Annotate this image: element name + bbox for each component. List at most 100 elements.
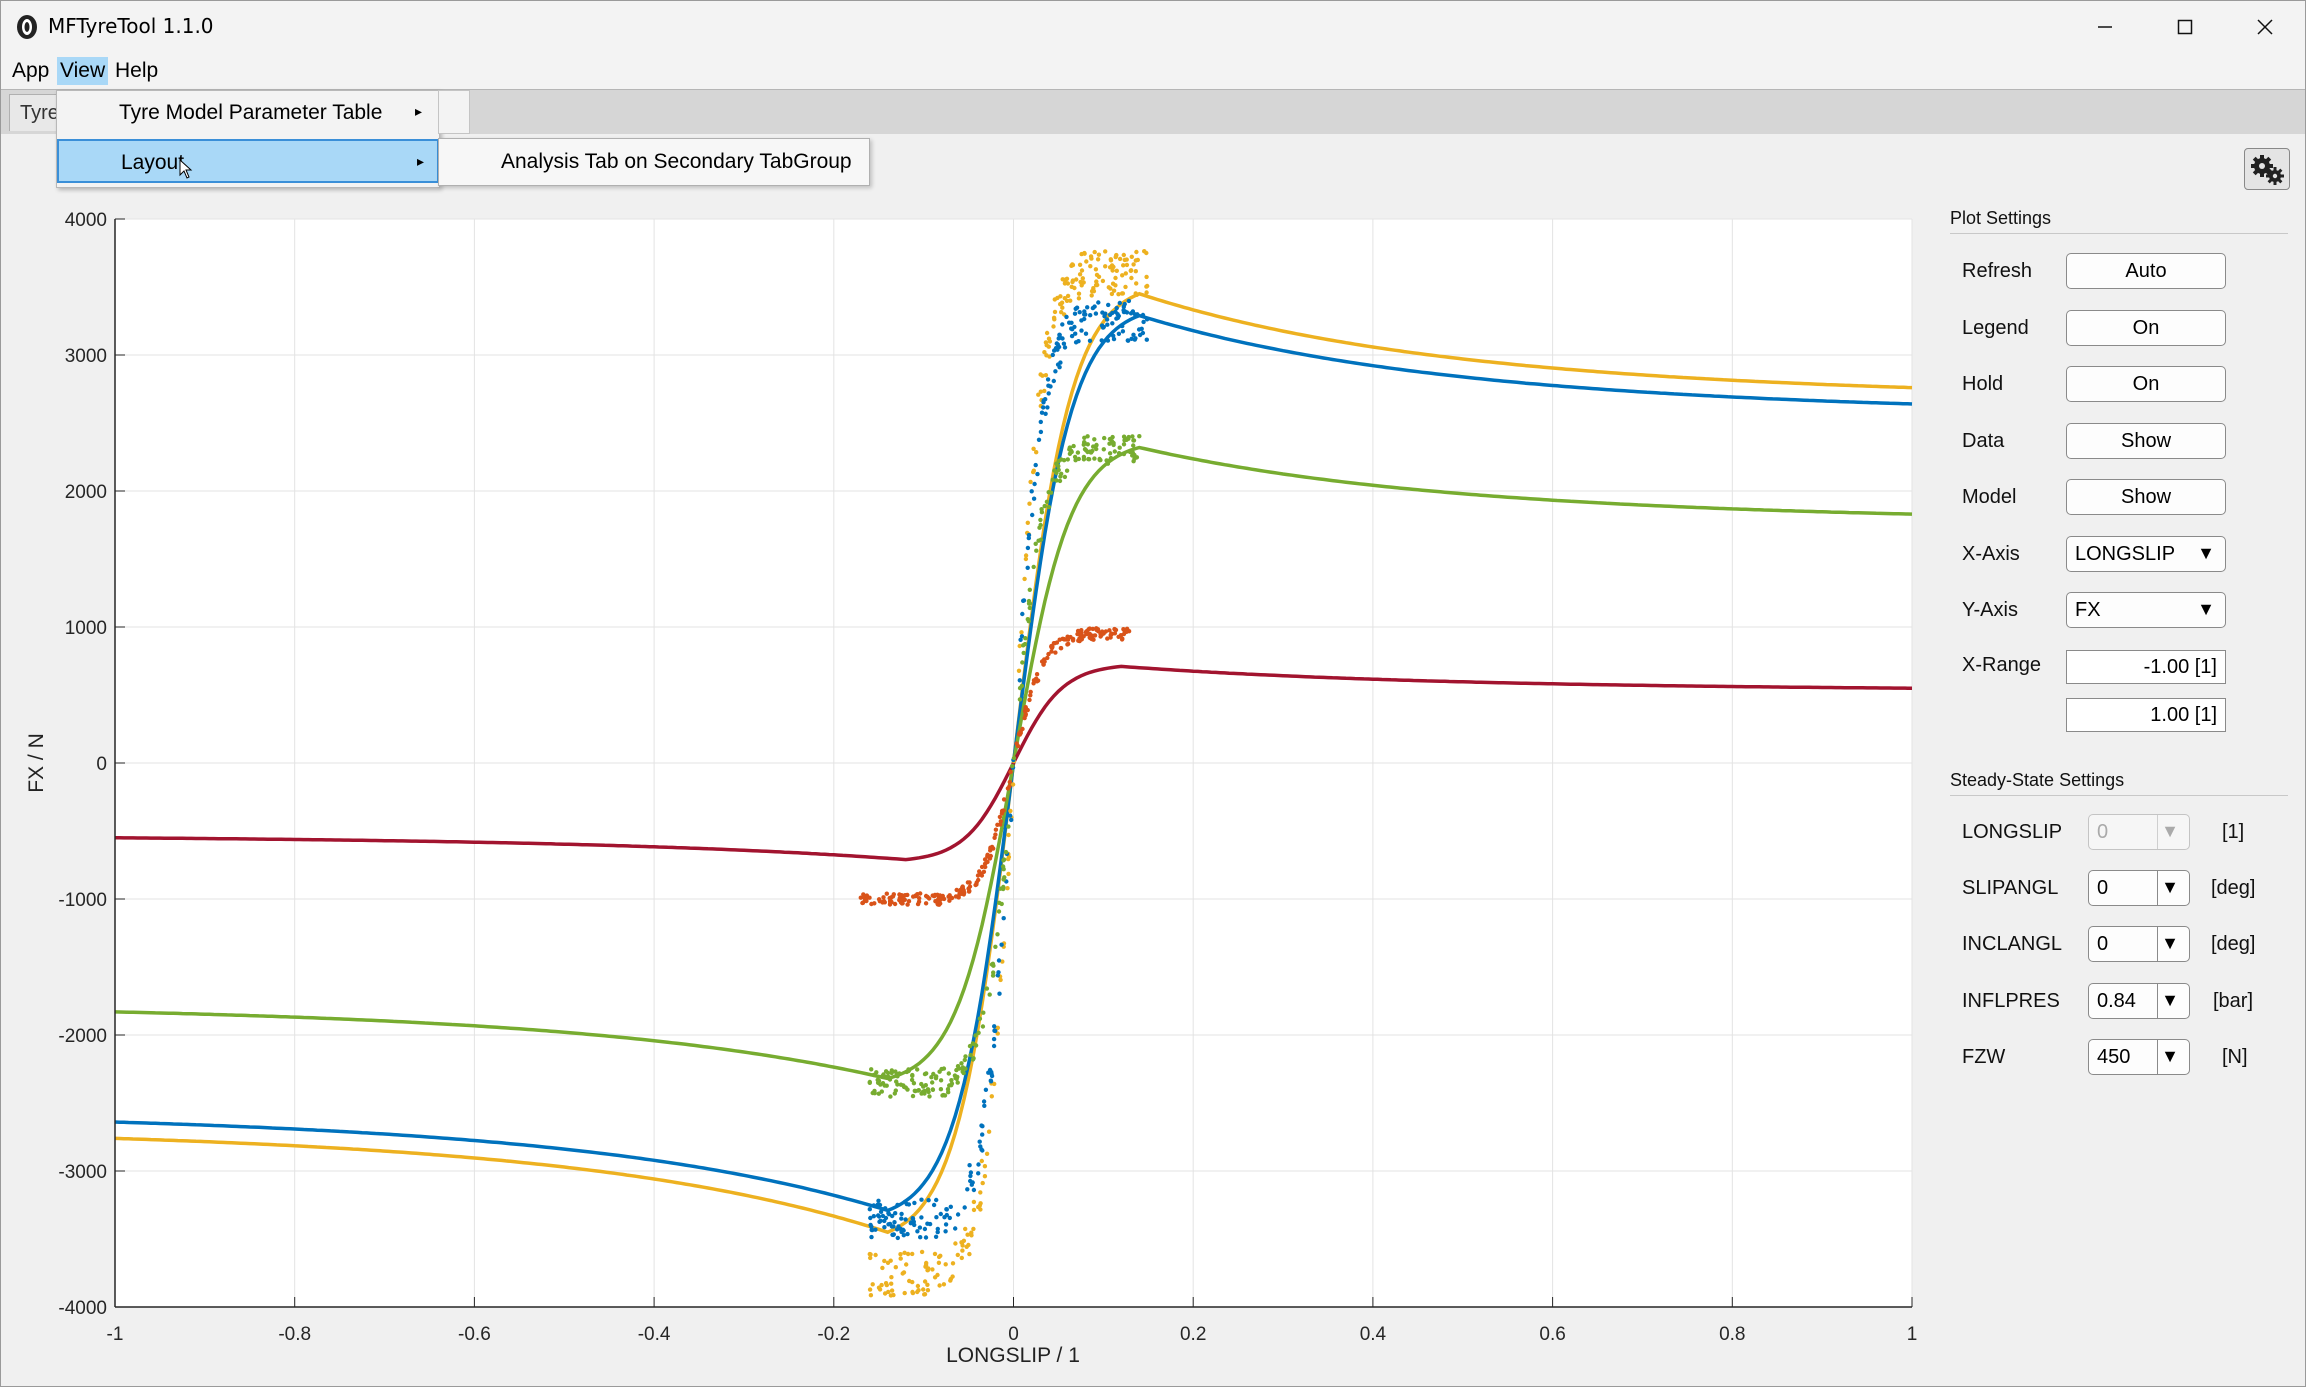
y-tick-label: 3000 xyxy=(65,346,107,367)
dropdown-arrow-icon: ▼ xyxy=(2161,821,2179,841)
x-range-min-field[interactable]: -1.00 [1] xyxy=(2066,650,2226,684)
view-menu-dropdown: Tyre Model Parameter Table ▸ Layout ▸ xyxy=(56,90,440,188)
dropdown-arrow-icon: ▼ xyxy=(2161,877,2179,897)
ss-inclangl-dropdown[interactable]: 0 ▼ xyxy=(2088,926,2190,962)
legend-label: Legend xyxy=(1962,317,2029,339)
ss-fzw-value: 450 xyxy=(2097,1046,2131,1068)
dropdown-arrow-icon: ▼ xyxy=(2197,599,2215,619)
x-tick-label: 0.4 xyxy=(1360,1324,1387,1345)
measured-points-green xyxy=(867,434,1142,1099)
divider xyxy=(2157,1040,2158,1074)
ss-slipangl-label: SLIPANGL xyxy=(1962,877,2059,899)
fx-longslip-plot: -1 -0.8 -0.6 -0.4 -0.2 0 0.2 0.4 0.6 0.8 1 4000 3000… xyxy=(25,210,1918,1367)
divider xyxy=(2157,871,2158,905)
maximize-button[interactable] xyxy=(2145,1,2225,53)
ss-inclangl-label: INCLANGL xyxy=(1962,933,2063,955)
dropdown-arrow-icon: ▼ xyxy=(2161,1046,2179,1066)
menu-item-label: Layout xyxy=(121,151,185,174)
mouse-cursor-icon xyxy=(179,159,193,179)
menu-item-tyre-model-parameter-table[interactable]: Tyre Model Parameter Table ▸ xyxy=(57,93,439,133)
y-tick-label: 2000 xyxy=(65,482,107,503)
hold-button[interactable]: On xyxy=(2066,366,2226,402)
steady-state-title: Steady-State Settings xyxy=(1950,770,2125,790)
menu-app[interactable]: App xyxy=(12,59,50,82)
x-axis-label: LONGSLIP / 1 xyxy=(946,1344,1080,1367)
x-tick-label: -1 xyxy=(107,1324,124,1345)
y-axis-dropdown[interactable]: FX ▼ xyxy=(2066,592,2226,628)
y-tick-label: 0 xyxy=(96,754,107,775)
ss-slipangl-dropdown[interactable]: 0 ▼ xyxy=(2088,870,2190,906)
settings-gear-button[interactable] xyxy=(2244,148,2290,190)
x-tick-label: -0.4 xyxy=(638,1324,671,1345)
x-tick-label: 0.8 xyxy=(1719,1324,1745,1345)
ss-inflpres-label: INFLPRES xyxy=(1962,990,2060,1012)
submenu-arrow-icon: ▸ xyxy=(417,153,425,169)
submenu-arrow-icon: ▸ xyxy=(415,103,423,119)
minimize-button[interactable] xyxy=(2065,1,2145,53)
submenu-stub xyxy=(438,90,470,134)
data-label: Data xyxy=(1962,430,2005,452)
ss-longslip-unit: [1] xyxy=(2222,821,2245,843)
ss-inclangl-value: 0 xyxy=(2097,933,2109,955)
x-axis-value: LONGSLIP xyxy=(2075,543,2176,565)
x-tick-label: 0.2 xyxy=(1180,1324,1206,1345)
menu-item-analysis-tab-secondary[interactable]: Analysis Tab on Secondary TabGroup xyxy=(501,150,852,173)
y-tick-label: -2000 xyxy=(58,1026,107,1047)
maximize-icon xyxy=(2177,19,2193,35)
x-axis-setting-label: X-Axis xyxy=(1962,543,2020,565)
hold-label: Hold xyxy=(1962,373,2004,395)
close-button[interactable] xyxy=(2225,1,2305,53)
divider xyxy=(2157,984,2158,1018)
x-tick-label: 0.6 xyxy=(1539,1324,1565,1345)
ss-inclangl-unit: [deg] xyxy=(2211,933,2256,955)
close-icon xyxy=(2257,19,2273,35)
ss-longslip-value: 0 xyxy=(2097,821,2109,843)
model-button[interactable]: Show xyxy=(2066,479,2226,515)
divider xyxy=(2157,815,2158,849)
y-axis-label: FX / N xyxy=(25,733,48,793)
refresh-label: Refresh xyxy=(1962,260,2033,282)
menu-item-label: Tyre Model Parameter Table xyxy=(119,101,383,124)
menu-view[interactable]: View xyxy=(57,57,109,85)
x-axis-dropdown[interactable]: LONGSLIP ▼ xyxy=(2066,536,2226,572)
x-range-max-field[interactable]: 1.00 [1] xyxy=(2066,698,2226,732)
ss-inflpres-dropdown[interactable]: 0.84 ▼ xyxy=(2088,983,2190,1019)
ss-fzw-label: FZW xyxy=(1962,1046,2006,1068)
x-tick-label: -0.8 xyxy=(278,1324,311,1345)
refresh-button[interactable]: Auto xyxy=(2066,253,2226,289)
ss-longslip-label: LONGSLIP xyxy=(1962,821,2063,843)
menu-item-layout[interactable]: Layout ▸ xyxy=(57,139,439,183)
data-button[interactable]: Show xyxy=(2066,423,2226,459)
ss-fzw-dropdown[interactable]: 450 ▼ xyxy=(2088,1039,2190,1075)
x-tick-label: 0 xyxy=(1008,1324,1019,1345)
y-axis-value: FX xyxy=(2075,599,2101,621)
y-axis-setting-label: Y-Axis xyxy=(1962,599,2018,621)
menu-bar: App View Help xyxy=(1,53,2305,89)
dropdown-arrow-icon: ▼ xyxy=(2197,543,2215,563)
ss-inflpres-unit: [bar] xyxy=(2213,990,2254,1012)
tyre-app-icon xyxy=(17,15,37,39)
plot-settings-title: Plot Settings xyxy=(1950,208,2052,228)
measured-points-orange xyxy=(858,626,1132,907)
measured-points-blue xyxy=(867,298,1150,1241)
layout-submenu: Analysis Tab on Secondary TabGroup xyxy=(438,138,870,186)
menu-help[interactable]: Help xyxy=(115,59,159,82)
y-tick-label: 4000 xyxy=(65,210,107,231)
x-tick-label: 1 xyxy=(1907,1324,1918,1345)
model-label: Model xyxy=(1962,486,2017,508)
steady-state-divider xyxy=(1950,795,2288,796)
dropdown-arrow-icon: ▼ xyxy=(2161,990,2179,1010)
y-tick-label: -3000 xyxy=(58,1162,107,1183)
ss-fzw-unit: [N] xyxy=(2222,1046,2248,1068)
legend-button[interactable]: On xyxy=(2066,310,2226,346)
ss-longslip-dropdown[interactable]: 0 ▼ xyxy=(2088,814,2190,850)
window-title: MFTyreTool 1.1.0 xyxy=(48,14,214,38)
minimize-icon xyxy=(2098,26,2112,28)
gears-icon xyxy=(2251,155,2284,185)
plot-settings-divider xyxy=(1950,233,2288,234)
y-tick-label: -4000 xyxy=(58,1298,107,1319)
ss-slipangl-unit: [deg] xyxy=(2211,877,2256,899)
ss-slipangl-value: 0 xyxy=(2097,877,2109,899)
x-range-label: X-Range xyxy=(1962,654,2041,676)
y-tick-label: -1000 xyxy=(58,890,107,911)
